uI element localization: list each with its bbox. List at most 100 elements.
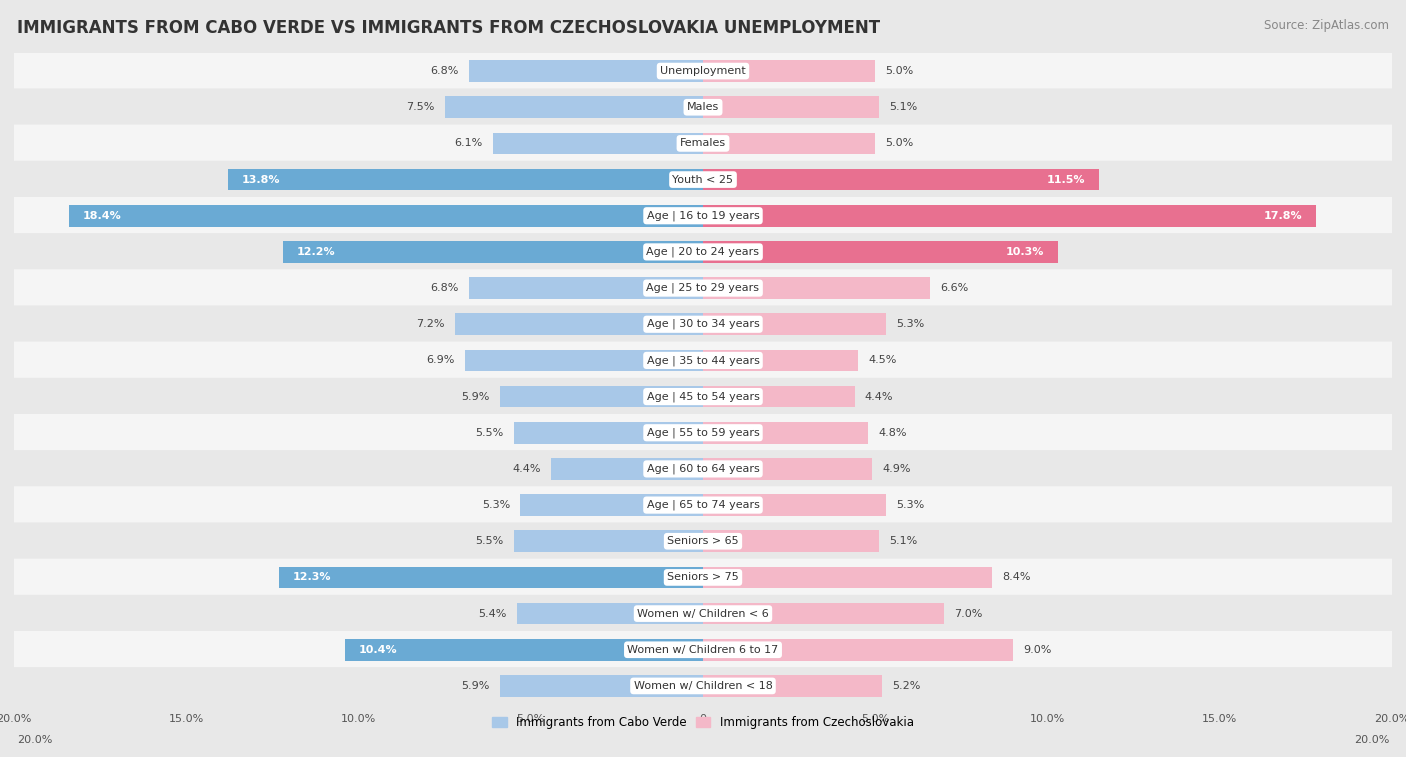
Text: 9.0%: 9.0% [1024,645,1052,655]
Bar [703,458,872,480]
Text: Age | 16 to 19 years: Age | 16 to 19 years [647,210,759,221]
Text: 7.5%: 7.5% [406,102,434,112]
Bar [703,603,945,625]
FancyBboxPatch shape [14,378,1392,416]
Text: 20.0%: 20.0% [1354,735,1389,746]
Text: 5.3%: 5.3% [896,319,924,329]
Bar [69,205,703,226]
Text: 6.8%: 6.8% [430,283,458,293]
FancyBboxPatch shape [14,305,1392,343]
Bar [228,169,703,191]
Text: 12.3%: 12.3% [292,572,332,582]
Bar [703,277,931,299]
Text: 5.3%: 5.3% [896,500,924,510]
Bar [280,566,703,588]
Text: 5.3%: 5.3% [482,500,510,510]
Text: Age | 20 to 24 years: Age | 20 to 24 years [647,247,759,257]
Bar [703,531,879,552]
Text: 5.9%: 5.9% [461,391,489,401]
Text: Females: Females [681,139,725,148]
Text: 5.0%: 5.0% [886,139,914,148]
Bar [520,494,703,516]
Bar [465,350,703,371]
Text: 5.1%: 5.1% [889,102,917,112]
FancyBboxPatch shape [14,522,1392,560]
FancyBboxPatch shape [14,233,1392,271]
Bar [499,675,703,696]
FancyBboxPatch shape [14,631,1392,668]
Bar [703,169,1099,191]
Text: 20.0%: 20.0% [17,735,52,746]
Text: 6.6%: 6.6% [941,283,969,293]
Bar [344,639,703,661]
Text: 12.2%: 12.2% [297,247,335,257]
Bar [551,458,703,480]
Text: 5.1%: 5.1% [889,536,917,547]
Bar [456,313,703,335]
Text: Age | 35 to 44 years: Age | 35 to 44 years [647,355,759,366]
Text: 5.2%: 5.2% [893,681,921,691]
Text: Source: ZipAtlas.com: Source: ZipAtlas.com [1264,19,1389,32]
Text: 5.4%: 5.4% [478,609,506,618]
Bar [703,61,875,82]
Text: 4.4%: 4.4% [513,464,541,474]
Bar [703,313,886,335]
Bar [494,132,703,154]
Text: 10.4%: 10.4% [359,645,396,655]
Text: 5.5%: 5.5% [475,428,503,438]
Bar [703,494,886,516]
Text: 6.8%: 6.8% [430,66,458,76]
Text: Age | 45 to 54 years: Age | 45 to 54 years [647,391,759,402]
FancyBboxPatch shape [14,414,1392,452]
FancyBboxPatch shape [14,269,1392,307]
Bar [703,566,993,588]
Bar [703,132,875,154]
Text: 5.5%: 5.5% [475,536,503,547]
Text: 4.4%: 4.4% [865,391,893,401]
Bar [703,639,1012,661]
Text: Age | 60 to 64 years: Age | 60 to 64 years [647,464,759,474]
Bar [703,205,1316,226]
Bar [703,386,855,407]
Text: 17.8%: 17.8% [1264,210,1302,221]
Text: Age | 25 to 29 years: Age | 25 to 29 years [647,283,759,293]
Text: 5.0%: 5.0% [886,66,914,76]
FancyBboxPatch shape [14,160,1392,198]
Bar [468,277,703,299]
Text: 4.9%: 4.9% [882,464,911,474]
FancyBboxPatch shape [14,125,1392,162]
Bar [517,603,703,625]
Legend: Immigrants from Cabo Verde, Immigrants from Czechoslovakia: Immigrants from Cabo Verde, Immigrants f… [488,712,918,734]
Text: Women w/ Children < 6: Women w/ Children < 6 [637,609,769,618]
Text: Age | 30 to 34 years: Age | 30 to 34 years [647,319,759,329]
Text: IMMIGRANTS FROM CABO VERDE VS IMMIGRANTS FROM CZECHOSLOVAKIA UNEMPLOYMENT: IMMIGRANTS FROM CABO VERDE VS IMMIGRANTS… [17,19,880,37]
Text: 18.4%: 18.4% [83,210,122,221]
FancyBboxPatch shape [14,450,1392,488]
Text: 4.8%: 4.8% [879,428,907,438]
Bar [513,422,703,444]
Text: Seniors > 75: Seniors > 75 [666,572,740,582]
Text: Women w/ Children < 18: Women w/ Children < 18 [634,681,772,691]
FancyBboxPatch shape [14,197,1392,235]
Bar [703,350,858,371]
Text: 5.9%: 5.9% [461,681,489,691]
Bar [468,61,703,82]
Text: Age | 65 to 74 years: Age | 65 to 74 years [647,500,759,510]
Bar [703,675,882,696]
Text: 10.3%: 10.3% [1005,247,1045,257]
Text: 6.9%: 6.9% [426,356,456,366]
Text: 13.8%: 13.8% [242,175,280,185]
Text: 7.0%: 7.0% [955,609,983,618]
Text: Women w/ Children 6 to 17: Women w/ Children 6 to 17 [627,645,779,655]
Text: 8.4%: 8.4% [1002,572,1031,582]
FancyBboxPatch shape [14,667,1392,705]
Bar [283,241,703,263]
Bar [703,241,1057,263]
FancyBboxPatch shape [14,341,1392,379]
FancyBboxPatch shape [14,595,1392,632]
Text: Males: Males [688,102,718,112]
Text: Unemployment: Unemployment [661,66,745,76]
FancyBboxPatch shape [14,559,1392,597]
Text: 4.5%: 4.5% [869,356,897,366]
Bar [444,96,703,118]
